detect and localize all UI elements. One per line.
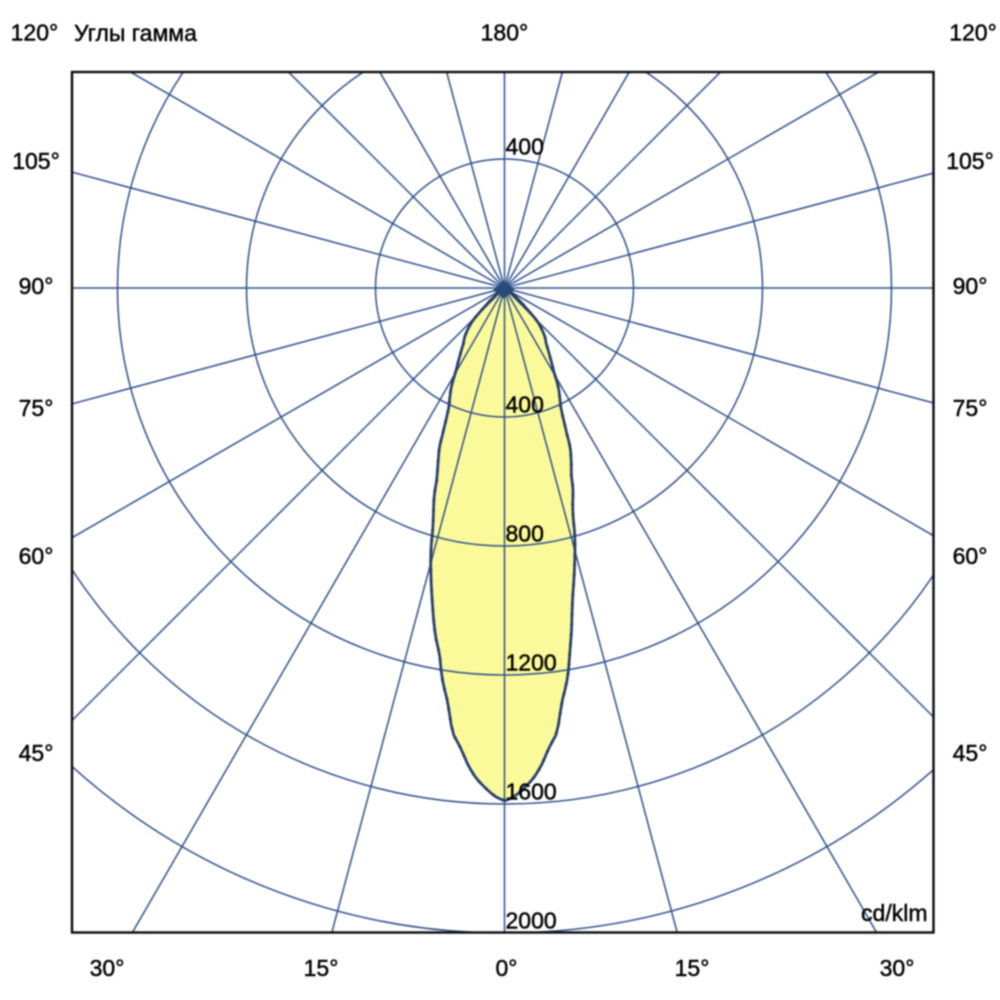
- svg-text:1600: 1600: [506, 779, 557, 805]
- svg-text:60°: 60°: [953, 543, 988, 569]
- svg-text:15°: 15°: [675, 955, 710, 981]
- svg-text:90°: 90°: [19, 273, 54, 299]
- svg-text:1200: 1200: [506, 650, 557, 676]
- svg-text:120°: 120°: [11, 20, 59, 46]
- svg-text:45°: 45°: [953, 740, 988, 766]
- svg-text:15°: 15°: [304, 955, 339, 981]
- svg-text:90°: 90°: [953, 273, 988, 299]
- svg-text:75°: 75°: [953, 395, 988, 421]
- svg-text:0°: 0°: [496, 955, 518, 981]
- svg-text:800: 800: [506, 521, 544, 547]
- svg-text:30°: 30°: [90, 955, 125, 981]
- svg-text:30°: 30°: [880, 955, 915, 981]
- svg-text:Углы гамма: Углы гамма: [74, 20, 197, 46]
- svg-text:75°: 75°: [19, 395, 54, 421]
- svg-text:cd/klm: cd/klm: [861, 900, 927, 926]
- svg-text:105°: 105°: [12, 148, 60, 174]
- svg-text:400: 400: [506, 392, 544, 418]
- svg-text:2000: 2000: [506, 908, 557, 934]
- svg-text:180°: 180°: [481, 20, 529, 46]
- svg-text:105°: 105°: [946, 148, 994, 174]
- svg-text:400: 400: [506, 134, 544, 160]
- svg-text:45°: 45°: [19, 740, 54, 766]
- svg-text:60°: 60°: [19, 543, 54, 569]
- svg-text:120°: 120°: [949, 20, 997, 46]
